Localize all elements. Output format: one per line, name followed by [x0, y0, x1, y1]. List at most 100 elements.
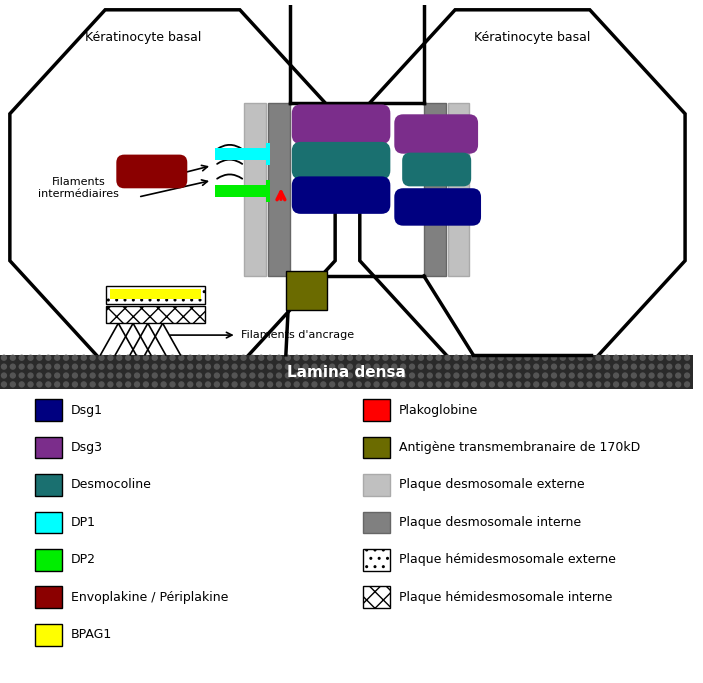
Circle shape: [658, 382, 663, 387]
Circle shape: [268, 373, 273, 378]
Circle shape: [143, 355, 148, 360]
Circle shape: [90, 355, 95, 360]
Circle shape: [37, 373, 42, 378]
Circle shape: [676, 382, 681, 387]
Bar: [0, 354, 693, 389]
Circle shape: [117, 382, 122, 387]
Circle shape: [578, 382, 583, 387]
Circle shape: [268, 364, 273, 369]
Circle shape: [676, 364, 681, 369]
Text: Antigène transmembranaire de 170kD: Antigène transmembranaire de 170kD: [399, 441, 640, 454]
Circle shape: [90, 364, 95, 369]
Circle shape: [498, 373, 503, 378]
Circle shape: [1, 364, 6, 369]
Circle shape: [507, 382, 512, 387]
Circle shape: [463, 364, 467, 369]
Circle shape: [543, 355, 548, 360]
Circle shape: [498, 382, 503, 387]
Circle shape: [596, 373, 601, 378]
Circle shape: [401, 382, 406, 387]
Circle shape: [153, 355, 157, 360]
Circle shape: [596, 364, 601, 369]
Circle shape: [143, 373, 148, 378]
Circle shape: [214, 382, 219, 387]
Bar: [106, 285, 205, 303]
Circle shape: [605, 364, 610, 369]
Circle shape: [534, 373, 538, 378]
Circle shape: [374, 373, 379, 378]
Circle shape: [507, 355, 512, 360]
Circle shape: [356, 355, 361, 360]
Circle shape: [63, 382, 68, 387]
Circle shape: [356, 373, 361, 378]
Circle shape: [214, 355, 219, 360]
Circle shape: [569, 364, 574, 369]
Text: Plaque desmosomale externe: Plaque desmosomale externe: [399, 478, 585, 492]
Circle shape: [259, 382, 264, 387]
Circle shape: [99, 364, 104, 369]
Circle shape: [543, 382, 548, 387]
Circle shape: [605, 373, 610, 378]
Circle shape: [587, 373, 592, 378]
Circle shape: [295, 364, 299, 369]
Circle shape: [134, 382, 139, 387]
Circle shape: [356, 364, 361, 369]
Circle shape: [197, 364, 202, 369]
Circle shape: [19, 382, 24, 387]
Circle shape: [347, 382, 352, 387]
Circle shape: [383, 364, 388, 369]
Circle shape: [46, 355, 51, 360]
Circle shape: [614, 373, 619, 378]
Circle shape: [126, 355, 131, 360]
Circle shape: [126, 364, 131, 369]
Circle shape: [72, 382, 77, 387]
Circle shape: [259, 373, 264, 378]
Circle shape: [454, 364, 459, 369]
Bar: [424, 103, 446, 276]
Circle shape: [11, 364, 15, 369]
Bar: [448, 103, 469, 276]
Circle shape: [640, 382, 645, 387]
Circle shape: [295, 355, 299, 360]
Circle shape: [188, 355, 193, 360]
Bar: [266, 180, 270, 202]
Circle shape: [46, 364, 51, 369]
Circle shape: [685, 355, 690, 360]
Bar: [266, 143, 270, 165]
Circle shape: [489, 364, 494, 369]
Bar: [363, 436, 390, 458]
Circle shape: [516, 364, 521, 369]
Circle shape: [463, 373, 467, 378]
Circle shape: [108, 373, 113, 378]
Polygon shape: [10, 10, 335, 365]
Circle shape: [1, 382, 6, 387]
Circle shape: [126, 382, 131, 387]
Circle shape: [197, 355, 202, 360]
Circle shape: [472, 364, 477, 369]
Circle shape: [82, 382, 86, 387]
Circle shape: [374, 355, 379, 360]
Circle shape: [312, 382, 317, 387]
Circle shape: [667, 382, 672, 387]
Circle shape: [569, 355, 574, 360]
Circle shape: [383, 382, 388, 387]
Circle shape: [392, 355, 396, 360]
Circle shape: [330, 373, 335, 378]
Circle shape: [631, 355, 636, 360]
Circle shape: [560, 382, 565, 387]
Circle shape: [285, 382, 290, 387]
Circle shape: [560, 373, 565, 378]
Circle shape: [366, 382, 370, 387]
Circle shape: [117, 373, 122, 378]
Circle shape: [347, 364, 352, 369]
Circle shape: [28, 373, 33, 378]
Bar: [363, 587, 390, 608]
Circle shape: [250, 355, 254, 360]
Bar: [268, 103, 290, 276]
Circle shape: [224, 364, 228, 369]
Circle shape: [614, 364, 619, 369]
Circle shape: [552, 382, 557, 387]
Circle shape: [560, 355, 565, 360]
Circle shape: [676, 355, 681, 360]
Circle shape: [82, 373, 86, 378]
